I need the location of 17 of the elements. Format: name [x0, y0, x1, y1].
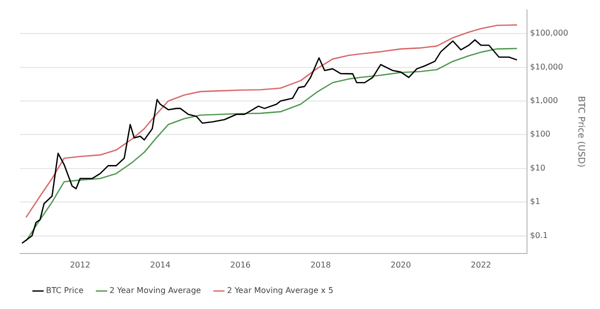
legend-label: 2 Year Moving Average: [110, 286, 202, 296]
x-tick-label: 2022: [470, 260, 492, 270]
x-tick-label: 2020: [390, 260, 411, 270]
x-tick-label: 2014: [150, 260, 170, 270]
y-tick-label: $10: [530, 163, 546, 172]
y-tick-label: $1,000: [530, 96, 558, 106]
y-axis-title: BTC Price (USD): [575, 96, 586, 168]
x-tick-label: 2012: [70, 260, 90, 270]
y-tick-label: $10,000: [530, 62, 564, 72]
y-tick-label: $1: [530, 197, 540, 206]
x-tick-label: 2018: [310, 260, 331, 270]
y-tick-label: $100,000: [530, 28, 568, 38]
y-tick-label: $0.1: [530, 230, 548, 240]
x-tick-label: 2016: [230, 260, 251, 270]
y-tick-label: $100: [530, 130, 550, 139]
legend-label: 2 Year Moving Average x 5: [226, 286, 334, 296]
legend-label: BTC Price: [46, 286, 84, 296]
